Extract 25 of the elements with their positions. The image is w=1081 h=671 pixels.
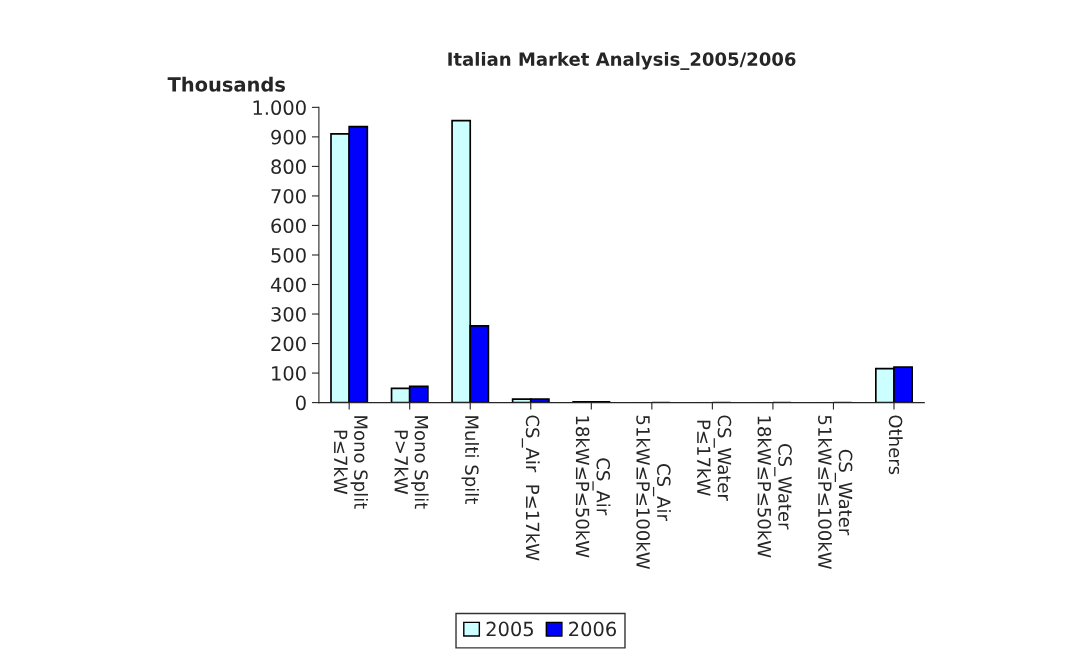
chart-title: Italian Market Analysis_2005/2006 [448,51,796,70]
x-tick-label: CS_Air 51kW≤P≤100kW [636,415,671,570]
y-tick-label: 100 [272,366,306,381]
x-tick-label: CS_Water 18kW≤P≤50kW [757,416,792,558]
x-tick-label: CS_Water P≤17kW [697,415,732,501]
y-tick-label: 900 [271,129,306,145]
legend-label: 2006 [569,621,616,637]
y-axis-title: Thousands [167,76,285,92]
x-tick-label: Multi Spilt [461,416,479,504]
legend-label: 2005 [486,621,533,637]
y-tick-label: 0 [296,395,306,411]
x-tick-label: Others [888,415,903,475]
y-tick-label: 800 [271,159,306,175]
y-tick-label: 500 [271,247,306,263]
x-tick-label: CS_Air 18kW≤P≤50kW [575,416,611,558]
y-tick-label: 200 [271,336,306,352]
x-tick-label: Mono Split P>7kW [394,416,429,509]
y-tick-label: 700 [271,188,306,204]
y-tick-label: 1.000 [253,100,306,116]
y-tick-label: 300 [271,306,306,322]
x-tick-label: Mono Split P≤7kW [334,416,369,509]
y-tick-label: 400 [270,277,306,293]
x-tick-label: CS_Air P≤17kW [521,415,540,561]
x-tick-label: CS_Water 51kW≤P≤100kW [818,415,853,570]
y-tick-label: 600 [271,218,306,234]
